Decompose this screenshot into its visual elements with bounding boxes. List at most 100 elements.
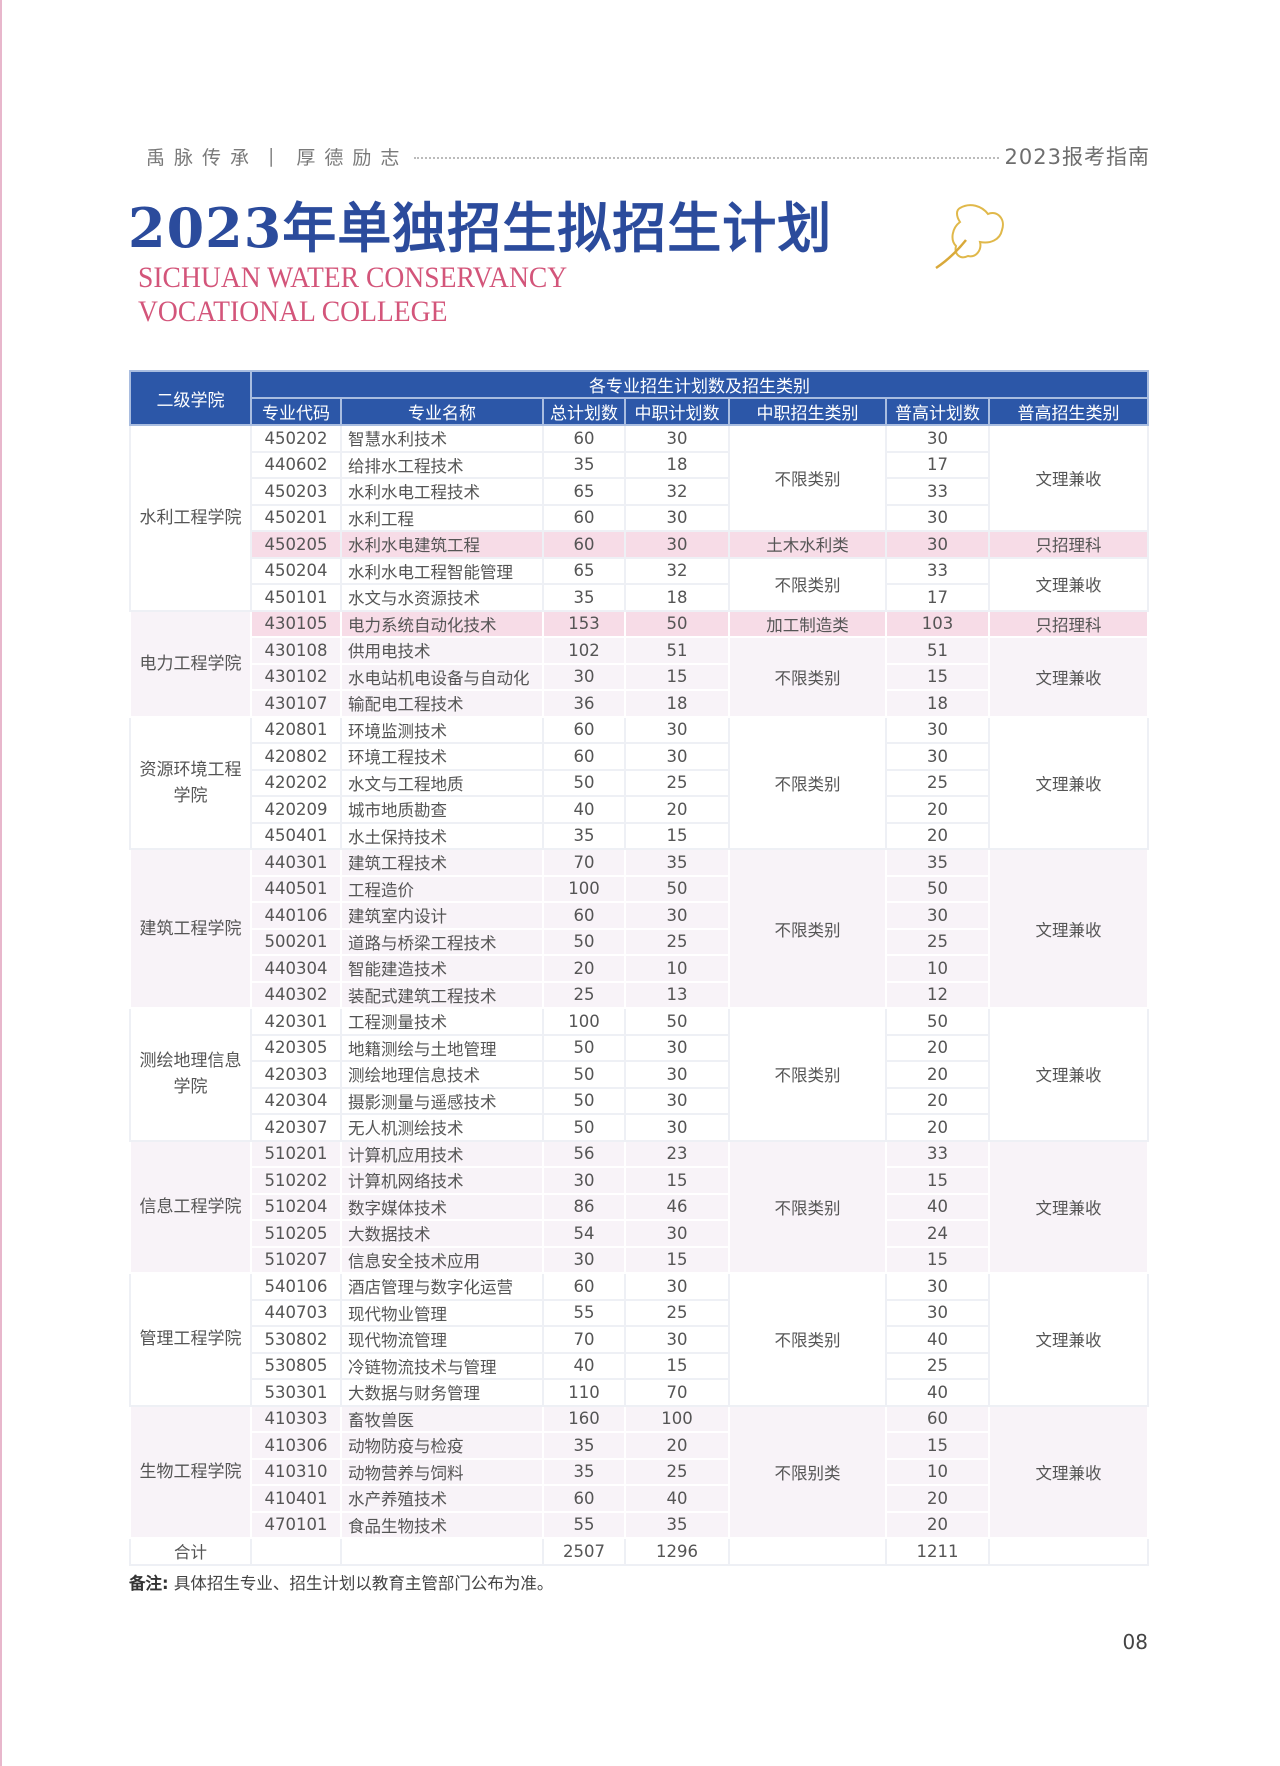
page-number: 08 (1122, 1630, 1148, 1654)
table-row: 420304 摄影测量与遥感技术 50 30 20 (130, 1086, 1148, 1115)
major-code: 530301 (250, 1378, 342, 1407)
major-name: 建筑工程技术 (340, 848, 544, 877)
major-name: 动物防疫与检疫 (340, 1431, 544, 1460)
highschool-category: 文理兼收 (987, 424, 1150, 532)
major-code: 420304 (250, 1086, 342, 1115)
major-code: 410306 (250, 1431, 342, 1460)
dotted-leader (414, 157, 999, 159)
total-plan: 70 (542, 848, 626, 877)
table-row: 生物工程学院 410303 畜牧兽医 160 100 不限别类 60 文理兼收 (129, 1404, 1150, 1539)
major-code: 450101 (250, 583, 342, 612)
total-plan: 70 (542, 1325, 626, 1354)
vocational-plan: 50 (624, 1007, 730, 1036)
highschool-plan: 33 (885, 556, 990, 585)
vocational-category: 不限类别 (728, 715, 887, 850)
total-plan: 50 (542, 1113, 626, 1142)
major-code: 510204 (250, 1192, 342, 1221)
highschool-plan: 25 (885, 927, 990, 956)
highschool-plan: 40 (885, 1192, 990, 1221)
college-name: 资源环境工程学院 (129, 715, 252, 850)
highschool-plan: 20 (885, 1060, 990, 1089)
highschool-plan: 12 (885, 980, 990, 1009)
major-code: 430105 (250, 609, 342, 638)
table-row: 510202 计算机网络技术 30 15 15 (130, 1166, 1148, 1195)
major-name: 水利工程 (340, 503, 544, 532)
major-code: 530802 (250, 1325, 342, 1354)
highschool-category: 只招理科 (987, 530, 1150, 559)
slogan-right: 厚德励志 (296, 146, 409, 169)
college-name: 电力工程学院 (129, 609, 252, 718)
major-code: 420307 (250, 1113, 342, 1142)
total-plan-sum: 2507 (542, 1537, 626, 1566)
major-code: 510201 (250, 1139, 342, 1168)
major-code: 440602 (250, 450, 342, 479)
table-row: 440106 建筑室内设计 60 30 30 (130, 901, 1148, 930)
major-name: 输配电工程技术 (340, 689, 544, 718)
total-label: 合计 (129, 1537, 252, 1566)
major-name: 工程测量技术 (340, 1007, 544, 1036)
highschool-plan: 33 (885, 1139, 990, 1168)
column-header: 普高计划数 (885, 397, 990, 426)
total-plan: 86 (542, 1192, 626, 1221)
highschool-plan: 24 (885, 1219, 990, 1248)
highschool-plan: 30 (885, 715, 990, 744)
major-name: 动物营养与饲料 (340, 1457, 544, 1486)
vocational-plan: 35 (624, 848, 730, 877)
column-header: 专业代码 (250, 397, 342, 426)
vocational-category: 不限类别 (728, 424, 887, 532)
major-code: 440304 (250, 954, 342, 983)
total-plan: 65 (542, 477, 626, 506)
column-header: 中职招生类别 (728, 397, 887, 426)
college-name: 信息工程学院 (129, 1139, 252, 1274)
major-name: 酒店管理与数字化运营 (340, 1272, 544, 1301)
vocational-plan: 20 (624, 795, 730, 824)
total-plan: 54 (542, 1219, 626, 1248)
header-college: 二级学院 (129, 370, 252, 426)
total-plan: 50 (542, 1033, 626, 1062)
total-plan: 35 (542, 1431, 626, 1460)
empty-cell (250, 1537, 342, 1566)
highschool-plan: 20 (885, 795, 990, 824)
table-row: 测绘地理信息学院 420301 工程测量技术 100 50 不限类别 50 文理兼收 (129, 1007, 1150, 1142)
highschool-plan: 20 (885, 1484, 990, 1513)
major-code: 540106 (250, 1272, 342, 1301)
table-row: 450203 水利水电工程技术 65 32 33 (130, 477, 1148, 506)
vocational-plan: 30 (624, 742, 730, 771)
major-code: 420802 (250, 742, 342, 771)
major-code: 430102 (250, 662, 342, 691)
vocational-plan: 30 (624, 1033, 730, 1062)
highschool-category: 文理兼收 (987, 1272, 1150, 1407)
highschool-plan: 30 (885, 424, 990, 453)
major-code: 530805 (250, 1351, 342, 1380)
vocational-plan: 30 (624, 901, 730, 930)
highschool-plan: 18 (885, 689, 990, 718)
table-row: 440602 给排水工程技术 35 18 17 (130, 450, 1148, 479)
vocational-plan: 13 (624, 980, 730, 1009)
major-code: 420305 (250, 1033, 342, 1062)
table-row: 电力工程学院 430105 电力系统自动化技术 153 50 加工制造类 103 只招理科 (129, 609, 1150, 718)
vocational-plan: 10 (624, 954, 730, 983)
vocational-plan: 15 (624, 821, 730, 850)
vocational-plan: 35 (624, 1510, 730, 1539)
major-name: 城市地质勘查 (340, 795, 544, 824)
highschool-plan: 20 (885, 1113, 990, 1142)
major-name: 信息安全技术应用 (340, 1245, 544, 1274)
major-name: 现代物流管理 (340, 1325, 544, 1354)
highschool-category: 文理兼收 (987, 636, 1150, 718)
total-plan: 100 (542, 1007, 626, 1036)
vocational-plan: 50 (624, 874, 730, 903)
total-plan: 153 (542, 609, 626, 638)
vocational-plan: 46 (624, 1192, 730, 1221)
major-name: 食品生物技术 (340, 1510, 544, 1539)
highschool-category: 文理兼收 (987, 1139, 1150, 1274)
page-title: 2023年单独招生拟招生计划 (128, 196, 833, 260)
college-name: 水利工程学院 (129, 424, 252, 612)
vocational-plan: 32 (624, 477, 730, 506)
vocational-plan: 25 (624, 927, 730, 956)
major-code: 450201 (250, 503, 342, 532)
total-plan: 35 (542, 583, 626, 612)
vocational-plan: 15 (624, 1245, 730, 1274)
table-row: 430108 供用电技术 102 51 不限类别 51 文理兼收 (130, 636, 1150, 718)
major-name: 畜牧兽医 (340, 1404, 544, 1433)
major-name: 地籍测绘与土地管理 (340, 1033, 544, 1062)
